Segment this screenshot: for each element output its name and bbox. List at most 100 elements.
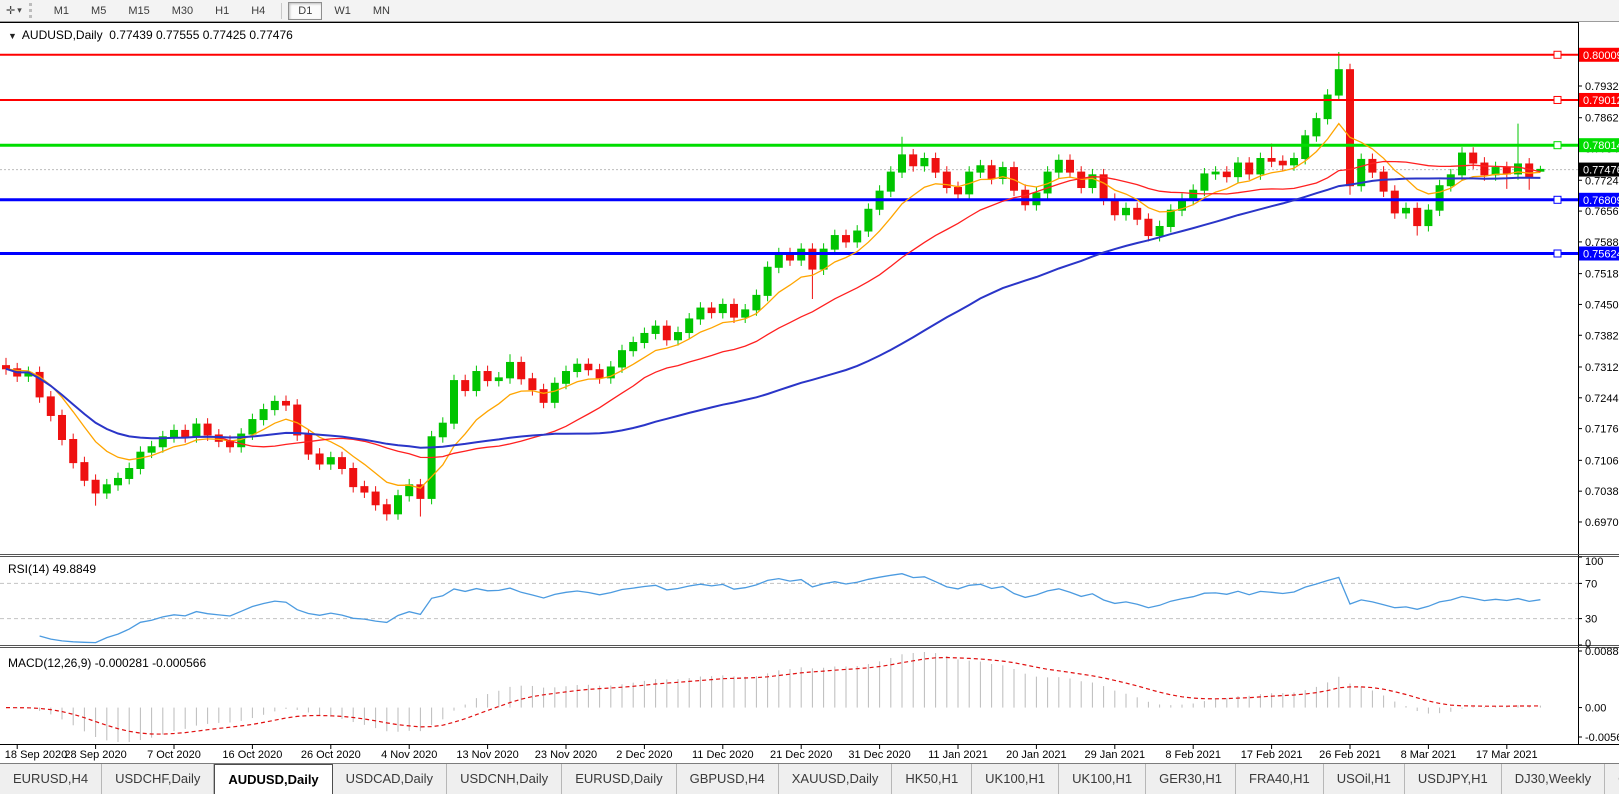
timeframe-button-m15[interactable]: M15 <box>128 4 150 17</box>
svg-text:0.76809: 0.76809 <box>1583 195 1619 207</box>
svg-text:0.80009: 0.80009 <box>1583 50 1619 62</box>
svg-text:8 Feb 2021: 8 Feb 2021 <box>1165 749 1221 761</box>
price-chip-resistance-line-1: 0.80009 <box>1579 47 1619 62</box>
svg-text:20 Jan 2021: 20 Jan 2021 <box>1006 749 1067 761</box>
macd-signal-line <box>5 656 1541 735</box>
price-axis[interactable]: 0.793200.786200.779400.772400.765600.758… <box>1578 47 1619 529</box>
chart-tabs-bar: EURUSD,H4 USDCHF,Daily AUDUSD,Daily USDCAD,… <box>0 763 1619 794</box>
resistance-line-1[interactable] <box>0 50 1578 59</box>
svg-text:0.77476: 0.77476 <box>1583 165 1619 177</box>
chart-tab-eurusd-h4[interactable]: EURUSD,H4 <box>0 764 103 794</box>
toolbar-separator <box>281 2 283 19</box>
chart-tab-fra40-h1[interactable]: FRA40,H1 <box>1236 764 1324 794</box>
price-chip-resistance-line-2: 0.79012 <box>1579 92 1619 107</box>
timeframe-button-h4[interactable]: H4 <box>251 4 266 17</box>
svg-text:31 Dec 2020: 31 Dec 2020 <box>848 749 910 761</box>
toolbar-grip[interactable] <box>28 3 36 18</box>
svg-text:0.75624: 0.75624 <box>1583 249 1619 261</box>
svg-text:13 Nov 2020: 13 Nov 2020 <box>456 749 518 761</box>
svg-text:18 Sep 2020: 18 Sep 2020 <box>5 749 67 761</box>
support-line-2-handle[interactable] <box>1553 249 1562 258</box>
timeframe-button-mn[interactable]: MN <box>372 4 390 17</box>
svg-text:70: 70 <box>1585 578 1597 590</box>
crosshair-tool-icon[interactable]: ✛ <box>6 5 16 17</box>
svg-text:4 Nov 2020: 4 Nov 2020 <box>381 749 437 761</box>
timeframe-button-d1[interactable]: D1 <box>288 1 323 20</box>
chart-window[interactable]: 0.793200.786200.779400.772400.765600.758… <box>0 22 1619 763</box>
svg-text:21 Dec 2020: 21 Dec 2020 <box>770 749 832 761</box>
chart-canvas[interactable]: 0.793200.786200.779400.772400.765600.758… <box>0 22 1619 763</box>
chart-tab-usdjpy-h1[interactable]: USDJPY,H1 <box>1405 764 1502 794</box>
svg-text:23 Nov 2020: 23 Nov 2020 <box>535 749 597 761</box>
svg-text:0.00884: 0.00884 <box>1585 646 1619 658</box>
svg-text:7 Oct 2020: 7 Oct 2020 <box>147 749 201 761</box>
chart-tab-uk100-h1[interactable]: UK100,H1 <box>1059 764 1147 794</box>
svg-text:16 Oct 2020: 16 Oct 2020 <box>222 749 282 761</box>
chart-tab-audusd-daily[interactable]: AUDUSD,Daily <box>214 764 333 794</box>
timeframe-button-m30[interactable]: M30 <box>171 4 194 17</box>
rsi-indicator-label: RSI(14) 49.8849 <box>8 562 97 576</box>
svg-text:11 Jan 2021: 11 Jan 2021 <box>928 749 988 761</box>
price-chip-pivot-line-green: 0.78014 <box>1579 138 1619 153</box>
svg-text:-0.005651: -0.005651 <box>1585 732 1619 744</box>
svg-text:2 Dec 2020: 2 Dec 2020 <box>616 749 672 761</box>
chart-ohlc-values: 0.77439 0.77555 0.77425 0.77476 <box>109 28 293 42</box>
chart-tab-usdchf-daily[interactable]: USDCHF,Daily <box>102 764 215 794</box>
chart-tab-xauusd-daily[interactable]: XAUUSD,Daily <box>779 764 893 794</box>
resistance-line-1-handle[interactable] <box>1553 50 1562 59</box>
svg-text:0.78014: 0.78014 <box>1583 140 1619 152</box>
pivot-line-green-handle[interactable] <box>1553 141 1562 150</box>
resistance-line-2[interactable] <box>0 95 1578 104</box>
ma-slow-blue-line <box>5 176 1541 449</box>
panel-resize-handle-rsi[interactable] <box>0 553 1619 559</box>
chart-tab-hk50-h1[interactable]: HK50,H1 <box>892 764 973 794</box>
panel-resize-handle-macd[interactable] <box>0 644 1619 650</box>
timeframe-button-w1[interactable]: W1 <box>334 4 351 17</box>
chart-tab-usdcnh-daily[interactable]: USDCNH,Daily <box>447 764 563 794</box>
resistance-line-2-handle[interactable] <box>1553 95 1562 104</box>
toolbar-dropdown-caret-icon[interactable]: ▾ <box>17 5 22 15</box>
chart-symbol-label: AUDUSD,Daily <box>21 28 103 42</box>
svg-text:28 Sep 2020: 28 Sep 2020 <box>64 749 126 761</box>
chart-tab-china300-h1[interactable]: CHINA300,H1 <box>1605 764 1619 794</box>
pivot-line-green[interactable] <box>0 141 1578 150</box>
timeframe-button-m1[interactable]: M1 <box>53 4 70 17</box>
svg-text:17 Mar 2021: 17 Mar 2021 <box>1476 749 1538 761</box>
svg-text:30: 30 <box>1585 614 1597 626</box>
price-chip-support-line-1: 0.76809 <box>1579 192 1619 207</box>
symbol-caret-icon[interactable]: ▼ <box>8 31 17 41</box>
chart-tab-usdcad-daily[interactable]: USDCAD,Daily <box>333 764 448 794</box>
support-line-1[interactable] <box>0 195 1578 204</box>
chart-tab-uk100-h1[interactable]: UK100,H1 <box>972 764 1060 794</box>
chart-tab-gbpusd-h4[interactable]: GBPUSD,H4 <box>677 764 779 794</box>
support-line-1-handle[interactable] <box>1553 195 1562 204</box>
ma-fast-orange-line <box>5 122 1541 489</box>
svg-text:26 Feb 2021: 26 Feb 2021 <box>1319 749 1381 761</box>
chart-tab-dj30-weekly[interactable]: DJ30,Weekly <box>1502 764 1606 794</box>
main-chart-panel[interactable] <box>0 50 1578 521</box>
timeframe-button-m5[interactable]: M5 <box>91 4 107 17</box>
timeframe-buttons: M1 M5 M15 M30 H1 H4 D1 W1 MN <box>43 1 401 20</box>
support-line-2[interactable] <box>0 249 1578 258</box>
svg-text:0.79012: 0.79012 <box>1583 95 1619 107</box>
timeframe-button-h1[interactable]: H1 <box>215 4 230 17</box>
macd-panel: 0.00884 0.00 -0.005651 <box>5 646 1619 744</box>
chart-tab-ger30-h1[interactable]: GER30,H1 <box>1146 764 1237 794</box>
toolbar: ✛ ▾ M1 M5 M15 M30 H1 H4 D1 W1 MN <box>0 0 1619 22</box>
ma-mid-red-line <box>5 160 1541 459</box>
chart-tab-usoil-h1[interactable]: USOil,H1 <box>1324 764 1405 794</box>
candlestick-series <box>2 52 1545 521</box>
chart-tab-eurusd-daily[interactable]: EURUSD,Daily <box>562 764 677 794</box>
